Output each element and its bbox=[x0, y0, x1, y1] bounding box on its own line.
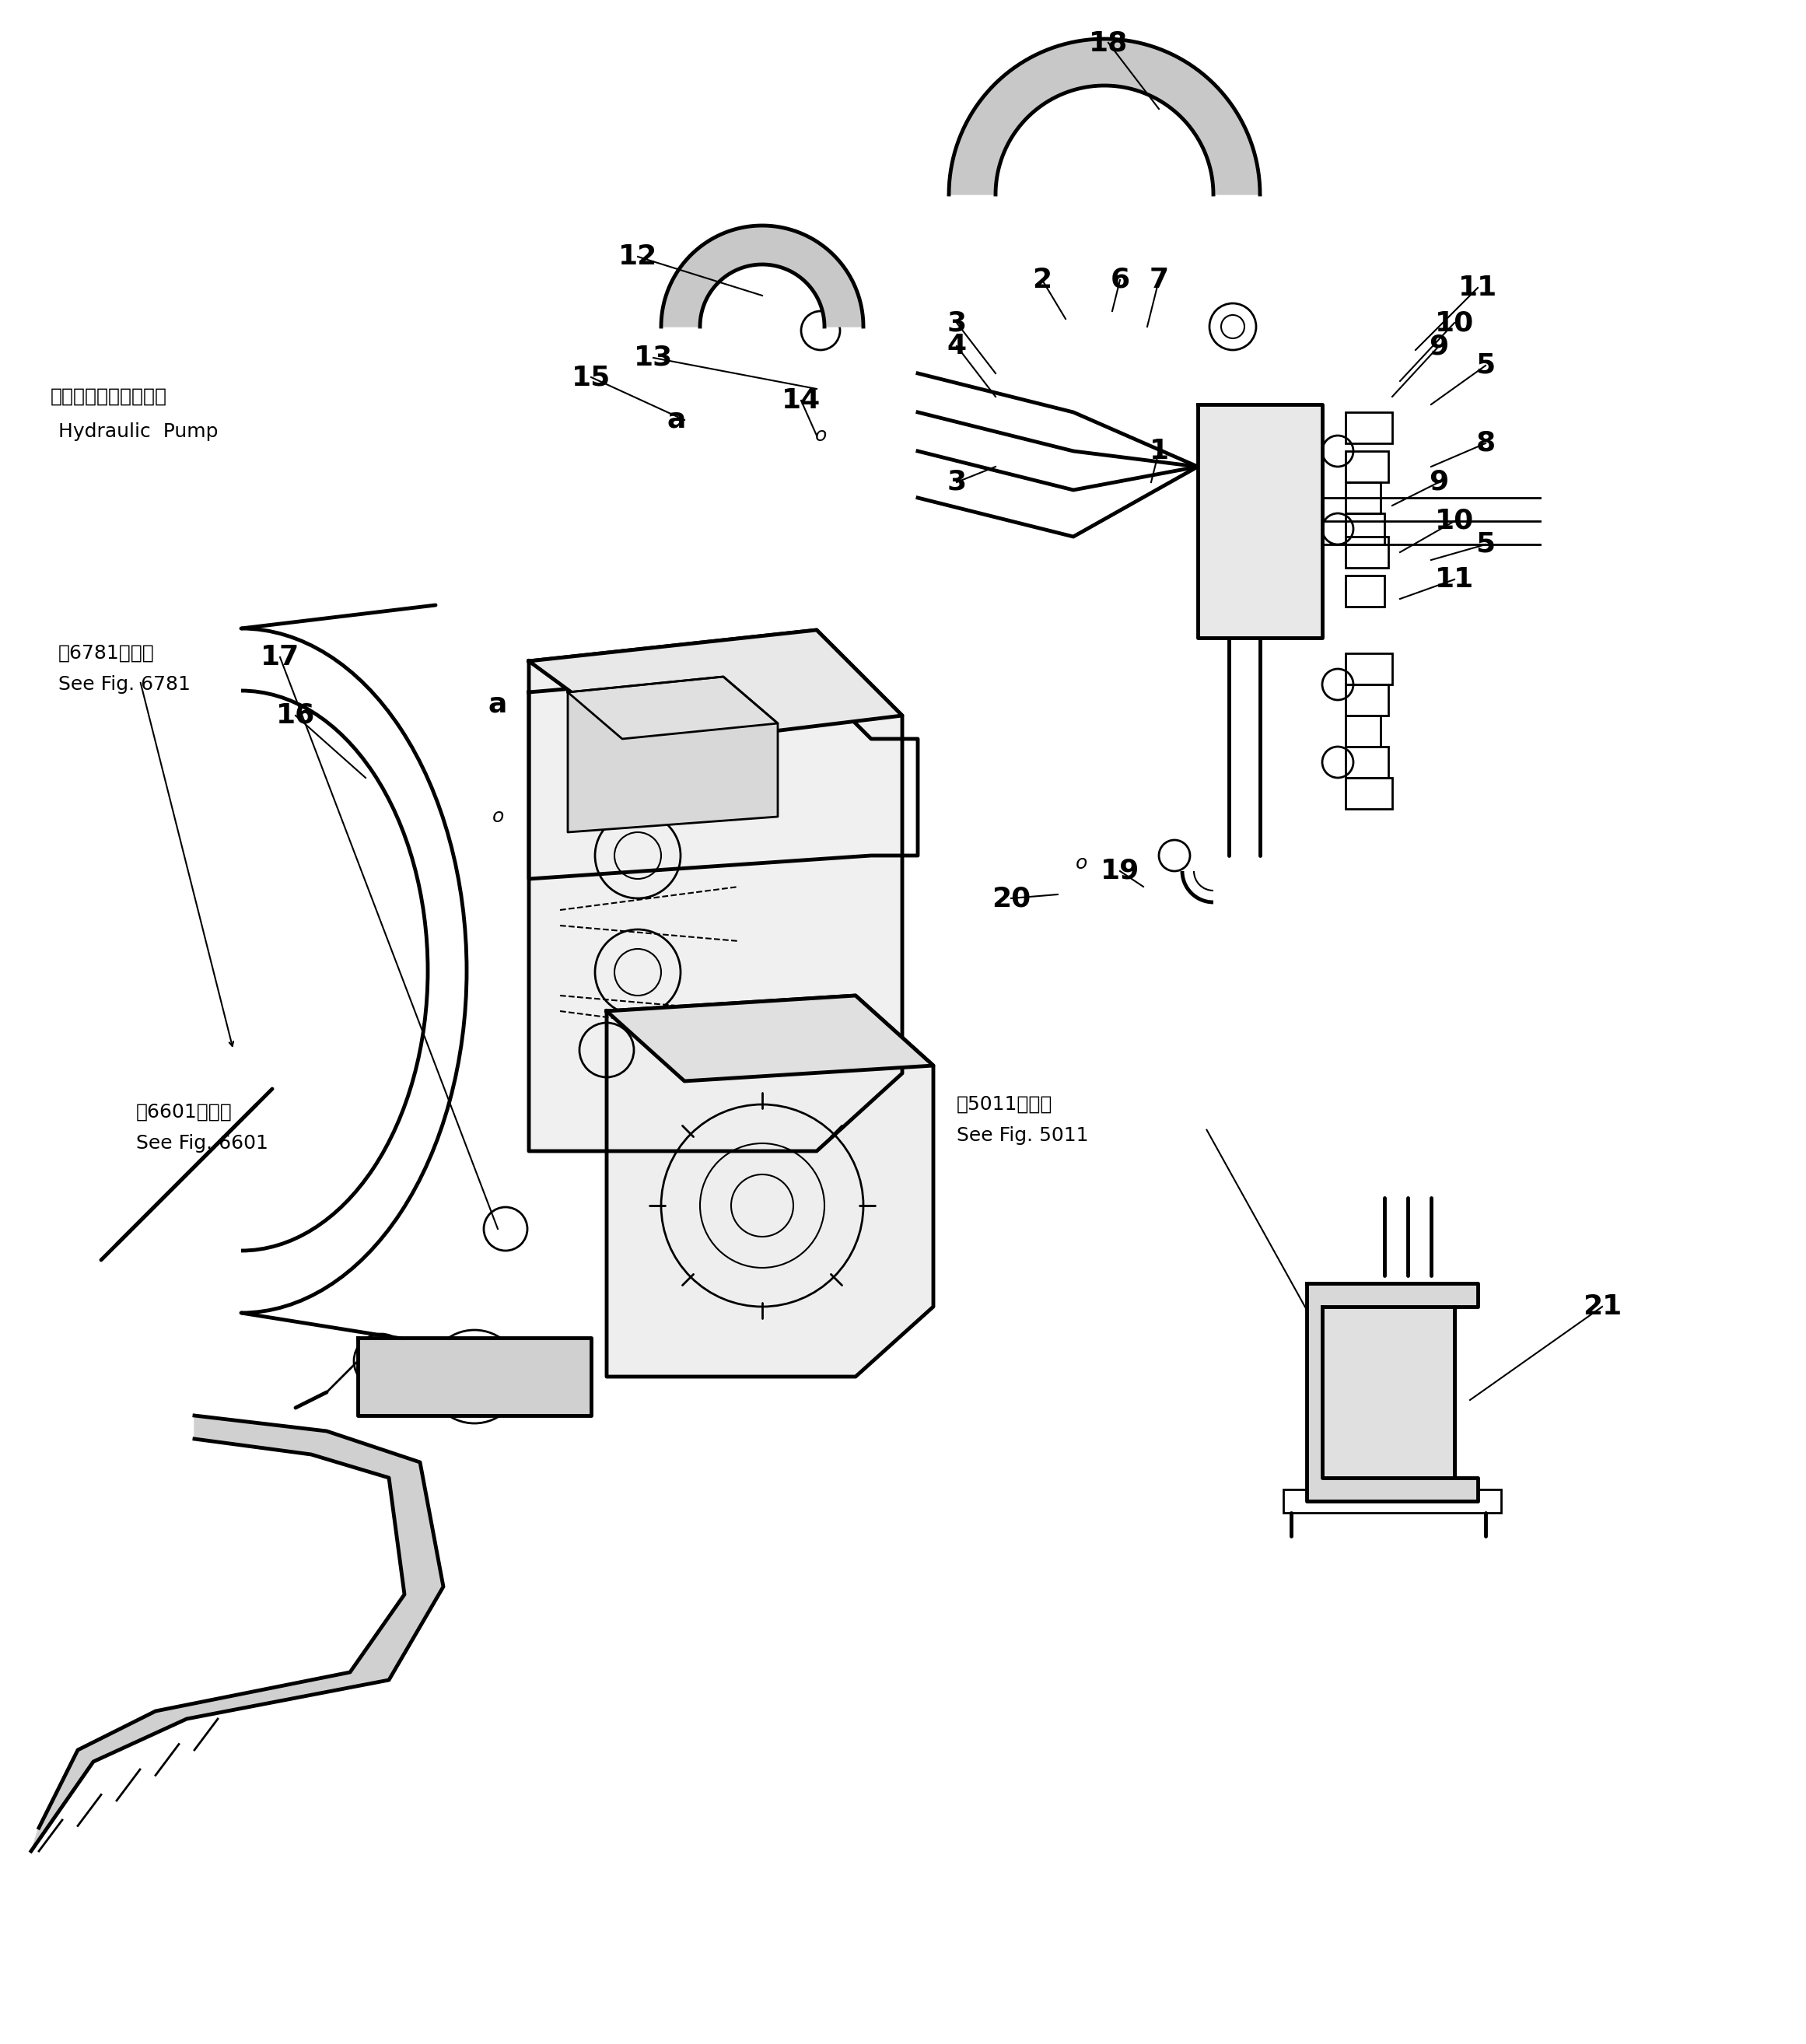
Text: See Fig. 6601: See Fig. 6601 bbox=[135, 1134, 269, 1153]
Text: 13: 13 bbox=[634, 345, 674, 372]
Polygon shape bbox=[661, 225, 863, 327]
Polygon shape bbox=[1308, 1284, 1477, 1500]
Bar bbox=[1345, 1337, 1409, 1384]
Text: 第6601図参照: 第6601図参照 bbox=[135, 1104, 233, 1122]
Polygon shape bbox=[358, 1337, 591, 1416]
Text: ハイドロリックポンプ: ハイドロリックポンプ bbox=[51, 386, 168, 407]
Polygon shape bbox=[529, 630, 903, 746]
Text: 19: 19 bbox=[1100, 858, 1140, 885]
Text: a: a bbox=[666, 407, 686, 433]
Polygon shape bbox=[948, 39, 1261, 194]
Bar bbox=[1345, 654, 1392, 685]
Bar bbox=[1345, 452, 1389, 482]
Polygon shape bbox=[567, 677, 778, 832]
Polygon shape bbox=[607, 995, 934, 1081]
Text: 9: 9 bbox=[1429, 468, 1448, 495]
Bar bbox=[1284, 1490, 1501, 1513]
Polygon shape bbox=[1197, 405, 1322, 638]
Text: 12: 12 bbox=[618, 243, 657, 270]
Text: 6: 6 bbox=[1111, 268, 1131, 292]
Polygon shape bbox=[31, 1416, 442, 1852]
Bar bbox=[1345, 576, 1385, 607]
Polygon shape bbox=[567, 677, 778, 738]
Text: o: o bbox=[815, 427, 827, 446]
Text: o: o bbox=[1075, 854, 1087, 873]
Text: 16: 16 bbox=[276, 703, 314, 730]
Bar bbox=[1345, 685, 1389, 715]
Text: 4: 4 bbox=[946, 333, 966, 360]
Polygon shape bbox=[1322, 1306, 1454, 1478]
Text: 20: 20 bbox=[991, 885, 1031, 912]
Bar bbox=[1345, 513, 1385, 544]
Bar bbox=[1345, 779, 1392, 809]
Text: 17: 17 bbox=[260, 644, 300, 670]
Text: 11: 11 bbox=[1436, 566, 1474, 593]
Text: 10: 10 bbox=[1436, 309, 1474, 335]
Bar bbox=[1345, 715, 1380, 746]
Text: 第5011図参照: 第5011図参照 bbox=[957, 1096, 1053, 1114]
Text: 10: 10 bbox=[1436, 507, 1474, 533]
Text: 第6781図参照: 第6781図参照 bbox=[58, 644, 155, 662]
Bar bbox=[1345, 538, 1389, 568]
Text: 7: 7 bbox=[1149, 268, 1168, 292]
Text: 9: 9 bbox=[1429, 333, 1448, 360]
Text: 1: 1 bbox=[1149, 437, 1168, 464]
Bar bbox=[1345, 746, 1389, 779]
Text: 8: 8 bbox=[1476, 429, 1495, 456]
Text: 2: 2 bbox=[1033, 268, 1051, 292]
Text: 5: 5 bbox=[1476, 531, 1495, 558]
Bar bbox=[1345, 482, 1380, 513]
Polygon shape bbox=[529, 630, 903, 1151]
Text: o: o bbox=[491, 807, 504, 826]
Text: Hydraulic  Pump: Hydraulic Pump bbox=[58, 423, 219, 442]
Polygon shape bbox=[607, 995, 934, 1378]
Text: 3: 3 bbox=[946, 468, 966, 495]
Text: 21: 21 bbox=[1582, 1294, 1622, 1320]
Bar bbox=[1345, 413, 1392, 444]
Text: 14: 14 bbox=[782, 386, 820, 413]
Text: 15: 15 bbox=[571, 364, 610, 390]
Text: 5: 5 bbox=[1476, 352, 1495, 378]
Text: 18: 18 bbox=[1089, 29, 1129, 55]
Text: See Fig. 6781: See Fig. 6781 bbox=[58, 675, 190, 693]
Text: 11: 11 bbox=[1457, 274, 1497, 300]
Text: 3: 3 bbox=[946, 309, 966, 335]
Text: a: a bbox=[488, 691, 507, 717]
Text: See Fig. 5011: See Fig. 5011 bbox=[957, 1126, 1089, 1145]
